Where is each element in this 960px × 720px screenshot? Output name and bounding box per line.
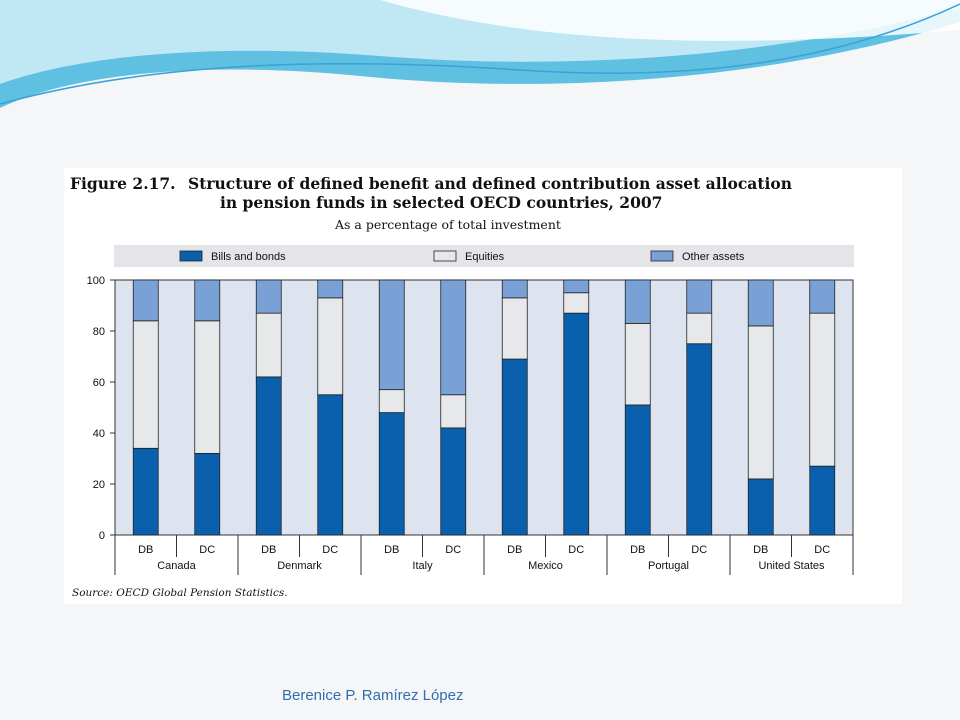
bar-segment — [255, 376, 282, 536]
legend-swatch-0 — [179, 250, 203, 262]
x-tick-label: DB — [261, 544, 276, 556]
x-tick-label: DB — [138, 544, 153, 556]
bar-segment — [132, 279, 159, 322]
figure-title: Figure 2.17. Structure of defined benefit… — [70, 174, 870, 212]
x-tick-label: DC — [814, 544, 830, 556]
bar-segment — [809, 312, 836, 467]
y-tick-label: 80 — [93, 326, 105, 338]
bar-segment — [440, 394, 467, 429]
plot-background — [114, 279, 854, 536]
bar-segment — [440, 279, 467, 396]
bar-segment — [317, 279, 344, 299]
bar-segment — [563, 312, 590, 536]
y-tick-label: 0 — [99, 530, 105, 542]
x-tick-label: DB — [630, 544, 645, 556]
figure-title-line2: in pension funds in selected OECD countr… — [220, 193, 663, 212]
bar-segment — [194, 320, 221, 454]
header-wave-decoration — [0, 0, 960, 108]
group-label: Canada — [157, 560, 196, 572]
y-tick-label: 40 — [93, 428, 105, 440]
legend-swatch-2 — [650, 250, 674, 262]
bar-segment — [563, 292, 590, 314]
bar-segment — [686, 343, 713, 536]
x-tick-label: DC — [445, 544, 461, 556]
bar-segment — [440, 427, 467, 536]
y-tick-label: 100 — [87, 275, 105, 287]
bar-segment — [501, 358, 528, 536]
wave-line — [0, 3, 960, 105]
bar-segment — [317, 394, 344, 536]
x-tick-label: DB — [384, 544, 399, 556]
x-tick-label: DC — [691, 544, 707, 556]
legend-label: Other assets — [682, 251, 745, 263]
bar-segment — [747, 478, 774, 536]
bar-segment — [378, 389, 405, 413]
group-label: Italy — [412, 560, 433, 572]
figure-subtitle: As a percentage of total investment — [335, 217, 561, 232]
legend-label: Equities — [465, 251, 505, 263]
bar-segment — [624, 322, 651, 406]
bar-segment — [747, 279, 774, 327]
x-tick-label: DB — [507, 544, 522, 556]
bar-segment — [378, 279, 405, 391]
legend-swatch-1 — [433, 250, 457, 262]
bar-segment — [132, 447, 159, 536]
bar-segment — [501, 279, 528, 299]
author-name: Berenice P. Ramírez López — [282, 687, 464, 704]
legend: Bills and bonds Equities Other assets — [114, 245, 854, 267]
x-tick-label: DC — [322, 544, 338, 556]
bar-segment — [747, 325, 774, 480]
group-label: United States — [758, 560, 825, 572]
x-tick-label: DB — [753, 544, 768, 556]
bar-segment — [809, 465, 836, 536]
group-label: Denmark — [277, 560, 322, 572]
x-tick-label: DC — [199, 544, 215, 556]
bar-segment — [317, 297, 344, 396]
bar-segment — [686, 312, 713, 345]
bar-segment — [624, 279, 651, 324]
figure-number: Figure 2.17. — [70, 174, 176, 193]
bar-segment — [255, 312, 282, 378]
legend-label: Bills and bonds — [211, 251, 286, 263]
bar-segment — [501, 297, 528, 360]
source-note: Source: OECD Global Pension Statistics. — [72, 587, 288, 599]
bar-segment — [255, 279, 282, 314]
bar-segment — [194, 279, 221, 322]
y-tick-label: 60 — [93, 377, 105, 389]
bar-segment — [194, 452, 221, 536]
figure-title-line1: Structure of defined benefit and defined… — [188, 174, 792, 193]
wave-band-white — [380, 0, 960, 41]
bar-segment — [132, 320, 159, 449]
y-tick-label: 20 — [93, 479, 105, 491]
group-label: Portugal — [648, 560, 689, 572]
source-text: OECD Global Pension Statistics. — [116, 587, 288, 599]
bar-segment — [809, 279, 836, 314]
bar-segment — [686, 279, 713, 314]
legend-band — [114, 245, 854, 267]
source-label: Source: — [72, 587, 113, 599]
bar-segment — [563, 279, 590, 294]
bar-segment — [378, 412, 405, 536]
bar-segment — [624, 404, 651, 536]
x-tick-label: DC — [568, 544, 584, 556]
group-label: Mexico — [528, 560, 563, 572]
